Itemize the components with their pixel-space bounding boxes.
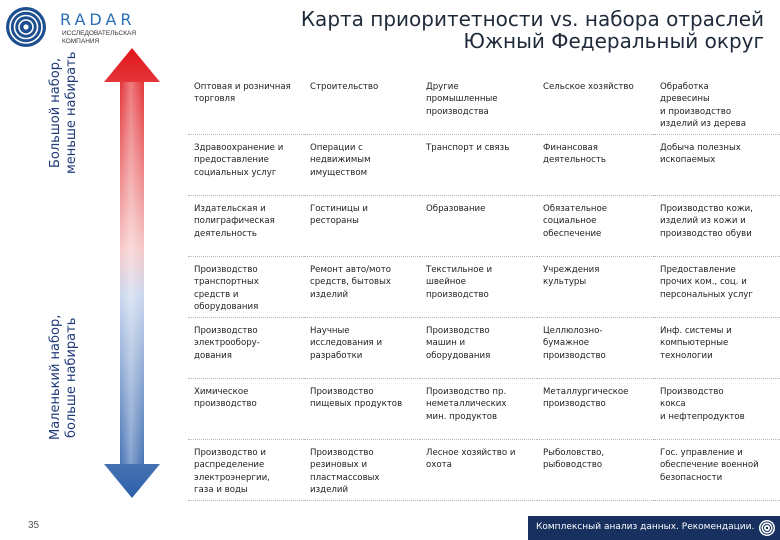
title-line2: Южный Федеральный округ <box>463 29 764 53</box>
industry-cell: Рыболовство, рыбоводство <box>537 440 654 501</box>
industry-cell: Здравоохранение и предоставление социаль… <box>188 135 304 196</box>
logo-subtitle-line2: КОМПАНИЯ <box>62 38 100 45</box>
industry-cell: Издательская и полиграфическая деятельно… <box>188 196 304 257</box>
axis-label-top-line2: меньше набирать <box>64 51 79 174</box>
industry-cell: Целлюлозно- бумажное производство <box>537 318 654 379</box>
industry-grid: Оптовая и розничная торговля Строительств… <box>188 74 780 512</box>
industry-cell: Производство машин и оборудования <box>420 318 537 379</box>
industry-cell: Обработка древесины и производство издел… <box>654 74 780 135</box>
industry-cell: Научные исследования и разработки <box>304 318 420 379</box>
industry-cell: Ремонт авто/мото средств, бытовых издели… <box>304 257 420 318</box>
axis-label-bottom: Маленький набор, больше набирать <box>48 290 80 465</box>
industry-cell: Текстильное и швейное производство <box>420 257 537 318</box>
industry-cell: Химическое производство <box>188 379 304 440</box>
industry-cell: Операции с недвижимым имуществом <box>304 135 420 196</box>
industry-cell: Образование <box>420 196 537 257</box>
industry-cell: Финансовая деятельность <box>537 135 654 196</box>
industry-cell: Предоставление прочих ком., соц. и персо… <box>654 257 780 318</box>
title-line1: Карта приоритетности vs. набора отраслей <box>300 7 764 31</box>
industry-cell: Транспорт и связь <box>420 135 537 196</box>
industry-cell: Производство кожи, изделий из кожи и про… <box>654 196 780 257</box>
industry-cell: Обязательное социальное обеспечение <box>537 196 654 257</box>
industry-cell: Гос. управление и обеспечение военной бе… <box>654 440 780 501</box>
industry-cell: Производство пр. неметаллических мин. пр… <box>420 379 537 440</box>
footer-bar: Комплексный анализ данных. Рекомендации. <box>528 516 780 540</box>
industry-cell: Производство электрообору- дования <box>188 318 304 379</box>
priority-arrow-icon <box>104 48 160 498</box>
industry-cell: Другие промышленные производства <box>420 74 537 135</box>
industry-cell: Учреждения культуры <box>537 257 654 318</box>
industry-cell: Лесное хозяйство и охота <box>420 440 537 501</box>
logo-subtitle: ИССЛЕДОВАТЕЛЬСКАЯ КОМПАНИЯ <box>62 30 162 46</box>
axis-label-top-line1: Большой набор, <box>48 57 63 168</box>
footer-radar-logo-icon <box>759 520 775 536</box>
footer-text: Комплексный анализ данных. Рекомендации. <box>536 522 755 532</box>
industry-cell: Производство и распределение электроэнер… <box>188 440 304 501</box>
industry-cell: Инф. системы и компьютерные технологии <box>654 318 780 379</box>
industry-cell: Оптовая и розничная торговля <box>188 74 304 135</box>
industry-cell: Производство резиновых и пластмассовых и… <box>304 440 420 501</box>
radar-logo: RADAR ИССЛЕДОВАТЕЛЬСКАЯ КОМПАНИЯ <box>2 4 162 50</box>
industry-cell: Металлургическое производство <box>537 379 654 440</box>
industry-cell: Гостиницы и рестораны <box>304 196 420 257</box>
industry-cell: Производство пищевых продуктов <box>304 379 420 440</box>
industry-cell: Добыча полезных ископаемых <box>654 135 780 196</box>
page-number: 35 <box>28 520 40 531</box>
industry-cell: Производство транспортных средств и обор… <box>188 257 304 318</box>
axis-label-bottom-line1: Маленький набор, <box>48 314 63 441</box>
page-title: Карта приоритетности vs. набора отраслей… <box>301 8 764 52</box>
radar-logo-icon <box>6 7 46 47</box>
axis-label-top: Большой набор, меньше набирать <box>48 40 80 185</box>
industry-cell: Сельское хозяйство <box>537 74 654 135</box>
logo-subtitle-line1: ИССЛЕДОВАТЕЛЬСКАЯ <box>62 30 137 37</box>
industry-cell: Производство кокса и нефтепродуктов <box>654 379 780 440</box>
logo-wordmark: RADAR <box>60 10 136 29</box>
industry-cell: Строительство <box>304 74 420 135</box>
axis-label-bottom-line2: больше набирать <box>64 317 79 438</box>
